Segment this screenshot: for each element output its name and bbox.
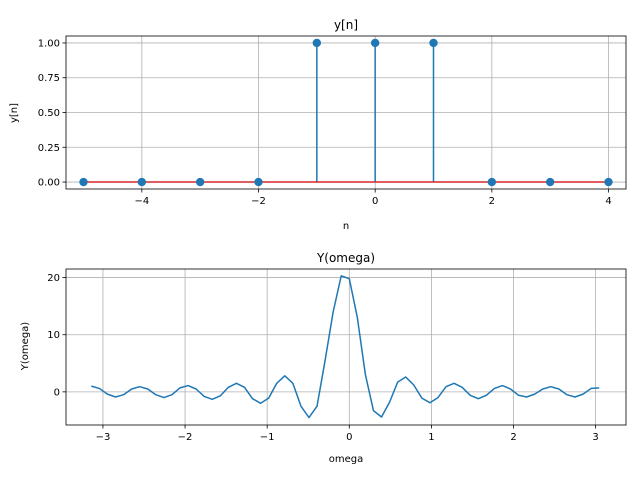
plot-title: Y(omega)	[316, 251, 375, 265]
x-tick-label: 4	[605, 196, 611, 207]
stem-marker	[312, 38, 322, 48]
ticks: −4 −2 0 2 4 0.00 0.25 0.50 0.75 1.00	[38, 38, 612, 207]
stem-series	[79, 38, 613, 187]
x-tick-label: 3	[592, 432, 598, 443]
x-axis-label: n	[343, 221, 349, 232]
y-tick-label: 0.00	[38, 178, 60, 189]
y-tick-label: 10	[47, 330, 60, 341]
x-tick-label: 0	[372, 196, 378, 207]
y-tick-label: 1.00	[38, 38, 60, 49]
stem-marker	[254, 177, 263, 187]
x-tick-label: 2	[489, 196, 495, 207]
x-tick-label: 0	[346, 432, 352, 443]
axes-frame	[65, 268, 627, 426]
grid	[66, 269, 626, 425]
y-axis-label: Y(omega)	[20, 322, 31, 371]
stem-marker	[79, 177, 88, 187]
x-tick-label: 2	[510, 432, 516, 443]
stem-marker	[545, 177, 555, 187]
line-plot-axes: −3 −2 −1 0 1 2 3 0 10 20 Y(omega) omega Y(omega)	[20, 251, 627, 465]
line-series	[91, 275, 600, 419]
x-axis-label: omega	[329, 454, 364, 465]
y-axis-label: y[n]	[9, 103, 20, 123]
stem-plot-axes: −4 −2 0 2 4 0.00 0.25 0.50 0.75 1.00 y[n] n y[n]	[9, 18, 627, 232]
stem-marker	[604, 177, 613, 187]
stem-marker	[429, 38, 438, 48]
y-tick-label: 20	[47, 273, 60, 284]
y-tick-label: 0	[54, 387, 60, 398]
series-line	[91, 275, 600, 419]
x-tick-label: −4	[134, 196, 149, 207]
plot-title: y[n]	[334, 18, 358, 32]
stem-marker	[370, 38, 380, 48]
stem-marker	[137, 177, 147, 187]
ticks: −3 −2 −1 0 1 2 3 0 10 20	[47, 273, 599, 443]
stem-marker	[487, 177, 497, 187]
x-tick-label: −1	[260, 432, 275, 443]
x-tick-label: −2	[178, 432, 193, 443]
x-tick-label: −2	[251, 196, 266, 207]
y-tick-label: 0.75	[38, 73, 60, 84]
stem-marker	[195, 177, 205, 187]
grid	[66, 36, 626, 189]
x-tick-label: 1	[428, 432, 434, 443]
x-tick-label: −3	[96, 432, 111, 443]
y-tick-label: 0.50	[38, 108, 60, 119]
y-tick-label: 0.25	[38, 143, 60, 154]
